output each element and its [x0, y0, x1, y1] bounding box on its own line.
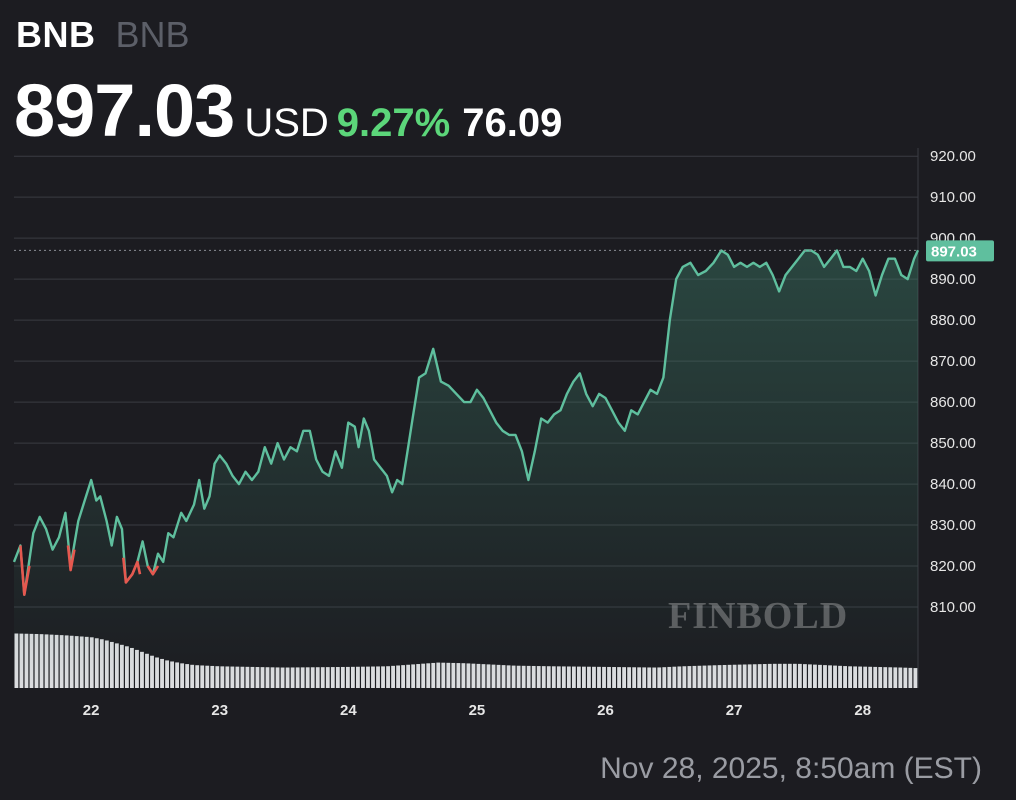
down-segment	[19, 545, 31, 596]
finbold-watermark: FINBOLD	[668, 595, 849, 637]
y-tick-label: 880.00	[930, 312, 976, 329]
current-price-badge: 897.03	[926, 240, 994, 262]
y-tick-label: 820.00	[930, 558, 976, 575]
badge-background	[926, 240, 994, 262]
x-tick-label: 28	[854, 702, 871, 719]
x-tick-label: 23	[211, 702, 228, 719]
price-area-fill	[14, 250, 918, 689]
y-tick-label: 810.00	[930, 599, 976, 616]
x-axis: 22 23 24 25 26 27 28	[83, 702, 871, 719]
x-tick-label: 22	[83, 702, 100, 719]
x-tick-label: 27	[726, 702, 743, 719]
y-tick-label: 870.00	[930, 353, 976, 370]
timestamp: Nov 28, 2025, 8:50am (EST)	[600, 752, 982, 785]
ticker-symbol: BNB	[16, 14, 96, 55]
down-segments	[19, 545, 160, 596]
y-tick-label: 910.00	[930, 189, 976, 206]
y-tick-label: 890.00	[930, 271, 976, 288]
y-tick-label: 920.00	[930, 148, 976, 165]
y-tick-label: 830.00	[930, 517, 976, 534]
y-axis: 810.00 820.00 830.00 840.00 850.00 860.00 870.…	[930, 148, 976, 616]
down-segment	[146, 565, 160, 576]
currency-label: USD	[244, 101, 329, 145]
x-tick-label: 24	[340, 702, 357, 719]
down-segment	[122, 557, 142, 584]
ticker-header: BNB BNB	[16, 14, 190, 58]
ticker-name: BNB	[115, 14, 190, 55]
price-header: 897.03 USD 9.27% 76.09	[14, 68, 562, 153]
y-tick-label: 840.00	[930, 476, 976, 493]
change-absolute: 76.09	[462, 101, 563, 145]
price-chart: 810.00 820.00 830.00 840.00 850.00 860.00 870.…	[12, 148, 994, 719]
x-tick-label: 26	[597, 702, 614, 719]
badge-label: 897.03	[931, 243, 977, 260]
x-tick-label: 25	[469, 702, 486, 719]
change-percent: 9.27%	[336, 101, 451, 145]
y-tick-label: 850.00	[930, 435, 976, 452]
current-price: 897.03	[14, 69, 235, 152]
down-segment	[66, 545, 76, 572]
y-tick-label: 860.00	[930, 394, 976, 411]
